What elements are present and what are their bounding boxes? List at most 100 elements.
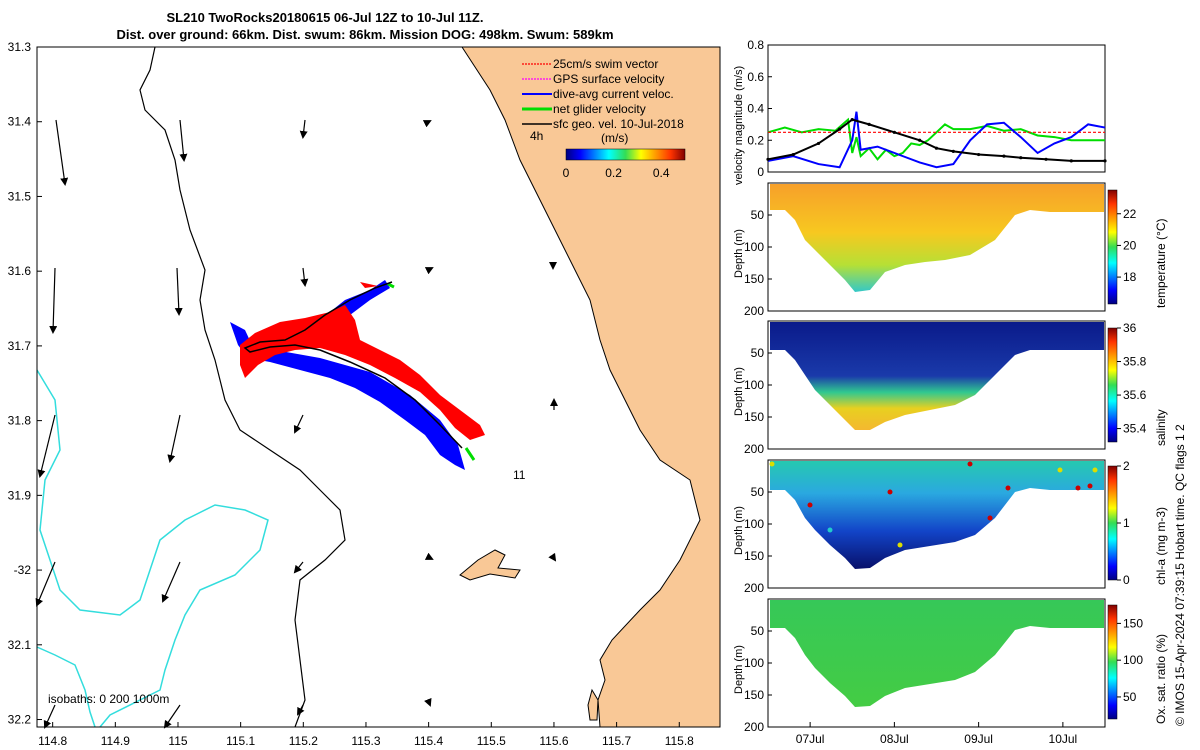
coastline bbox=[461, 46, 701, 728]
map-x-tick-label: 115.5 bbox=[477, 734, 506, 748]
isobath-200-b bbox=[36, 646, 96, 728]
legend-label-net: net glider velocity bbox=[553, 102, 646, 116]
colorbar-tick-label: 22 bbox=[1123, 207, 1137, 221]
isobath-0 bbox=[139, 46, 346, 728]
map-x-tick-label: 115.1 bbox=[226, 734, 255, 748]
depth-tick-label: 50 bbox=[751, 208, 765, 222]
map-y-tick-label: 31.9 bbox=[8, 488, 32, 502]
map-y-tick-label: 31.6 bbox=[8, 264, 32, 278]
chla-colorbar bbox=[1107, 465, 1118, 581]
velocity-y-tick-label: 0.8 bbox=[747, 38, 764, 52]
map-colorbar-label: (m/s) bbox=[601, 131, 628, 145]
colorbar-tick-label: 100 bbox=[1123, 653, 1143, 667]
velocity-point bbox=[766, 157, 770, 161]
depth-tick-label: 200 bbox=[744, 720, 764, 734]
velocity-frame bbox=[767, 44, 1106, 173]
time-tick-label: 08Jul bbox=[880, 732, 909, 746]
depth-tick-label: 100 bbox=[744, 517, 764, 531]
chart-subtitle: Dist. over ground: 66km. Dist. swum: 86k… bbox=[116, 27, 614, 42]
colorbar-tick-label: 150 bbox=[1123, 616, 1143, 630]
velocity-point bbox=[791, 152, 795, 157]
depth-ylabel: Depth (m) bbox=[733, 367, 745, 416]
isobaths-label: isobaths: 0 200 1000m bbox=[48, 692, 169, 706]
depth-tick-label: 50 bbox=[751, 346, 765, 360]
map-y-tick-label: 31.5 bbox=[8, 189, 32, 203]
velocity-point bbox=[951, 149, 955, 153]
velocity-series-3 bbox=[767, 118, 1105, 162]
depth-tick-label: 50 bbox=[751, 485, 765, 499]
velocity-ylabel: velocity magnitude (m/s) bbox=[733, 66, 745, 185]
chla-qc-points bbox=[769, 461, 1098, 548]
depth-tick-label: 100 bbox=[744, 378, 764, 392]
legend-label-gps: GPS surface velocity bbox=[553, 72, 664, 86]
colorbar-tick-label: 35.8 bbox=[1123, 355, 1147, 369]
map-panel: 25cm/s swim vector GPS surface velocity … bbox=[8, 40, 721, 748]
velocity-point bbox=[1069, 159, 1073, 163]
colorbar-tick-label: 0 bbox=[1123, 573, 1130, 587]
map-x-tick-label: 114.8 bbox=[38, 734, 67, 748]
depth-tick-label: 100 bbox=[744, 240, 764, 254]
velocity-point bbox=[918, 138, 922, 142]
map-x-tick-label: 115.2 bbox=[289, 734, 318, 748]
colorbar-tick-label: 35.6 bbox=[1123, 388, 1147, 402]
legend-gps: GPS surface velocity bbox=[522, 72, 664, 86]
temperature-section bbox=[770, 184, 1104, 292]
map-y-tick-label: 32.2 bbox=[8, 713, 32, 727]
velocity-point bbox=[934, 146, 939, 150]
legend-label-swim: 25cm/s swim vector bbox=[553, 57, 658, 71]
depth-tick-label: 150 bbox=[744, 272, 764, 286]
salinity-section bbox=[770, 322, 1104, 430]
depth-tick-label: 150 bbox=[744, 688, 764, 702]
net-velocity-marker-2 bbox=[387, 282, 395, 289]
velocity-series-2 bbox=[767, 111, 1106, 169]
legend-label-diveavg: dive-avg current veloc. bbox=[553, 87, 674, 101]
velocity-point bbox=[1044, 157, 1048, 161]
colorbar-tick-label: 36 bbox=[1123, 321, 1137, 335]
map-x-tick-label: 115.7 bbox=[602, 734, 631, 748]
colorbar-tick-label: 2 bbox=[1123, 459, 1130, 473]
velocity-y-tick-label: 0.6 bbox=[747, 70, 764, 84]
time-tick-label: 10Jul bbox=[1049, 732, 1078, 746]
map-colorbar-ticks: 0 0.2 0.4 bbox=[563, 166, 670, 180]
dive-avg-current-vectors bbox=[230, 322, 465, 470]
map-x-tick-label: 115.4 bbox=[414, 734, 443, 748]
colorbar-label: temperature (°C) bbox=[1154, 219, 1168, 309]
legend-label-geo: sfc geo. vel. 10-Jul-2018 bbox=[553, 117, 684, 131]
legend-net: net glider velocity bbox=[522, 102, 646, 116]
temperature-colorbar bbox=[1107, 189, 1118, 305]
legend-diveavg: dive-avg current veloc. bbox=[522, 87, 674, 101]
map-y-tick-label: 32.1 bbox=[8, 638, 32, 652]
velocity-y-tick-label: 0 bbox=[757, 165, 764, 179]
map-x-tick-label: 115.6 bbox=[539, 734, 568, 748]
depth-tick-label: 200 bbox=[744, 304, 764, 318]
map-x-tick-label: 115.3 bbox=[351, 734, 380, 748]
colorbar-tick-label: 18 bbox=[1123, 270, 1137, 284]
salinity-colorbar bbox=[1107, 327, 1118, 443]
isobath-200 bbox=[36, 369, 269, 728]
colorbar-label: salinity bbox=[1154, 409, 1168, 446]
map-x-tick-label: 115 bbox=[168, 734, 187, 748]
map-colorbar-tick-label: 0.2 bbox=[605, 166, 622, 180]
map-y-tick-label: 31.3 bbox=[8, 40, 32, 54]
depth-tick-label: 50 bbox=[751, 624, 765, 638]
colorbar-tick-label: 1 bbox=[1123, 516, 1130, 530]
small-island bbox=[587, 688, 599, 721]
map-y-tick-label: 31.4 bbox=[8, 115, 32, 129]
map-y-tick-label: 31.7 bbox=[8, 339, 32, 353]
credit-text: © IMOS 15-Apr-2024 07:39:15 Hobart time.… bbox=[1173, 424, 1187, 726]
map-frame bbox=[36, 46, 721, 728]
net-velocity-marker bbox=[464, 447, 476, 461]
velocity-point bbox=[838, 127, 842, 131]
swim-vectors-top bbox=[360, 282, 378, 288]
salinity-panel bbox=[767, 320, 1118, 450]
velocity-point bbox=[816, 141, 821, 146]
map-x-tick-label: 115.8 bbox=[665, 734, 694, 748]
map-y-tick-label: -32 bbox=[14, 563, 32, 577]
depth-tick-label: 150 bbox=[744, 549, 764, 563]
chart-title: SL210 TwoRocks20180615 06-Jul 12Z to 10-… bbox=[166, 10, 484, 25]
oxygen-section bbox=[770, 600, 1104, 707]
island bbox=[459, 549, 521, 581]
map-y-axis: 31.3 31.4 31.5 31.6 31.7 31.8 31.9 -32 32.1 32.2 bbox=[8, 40, 42, 727]
